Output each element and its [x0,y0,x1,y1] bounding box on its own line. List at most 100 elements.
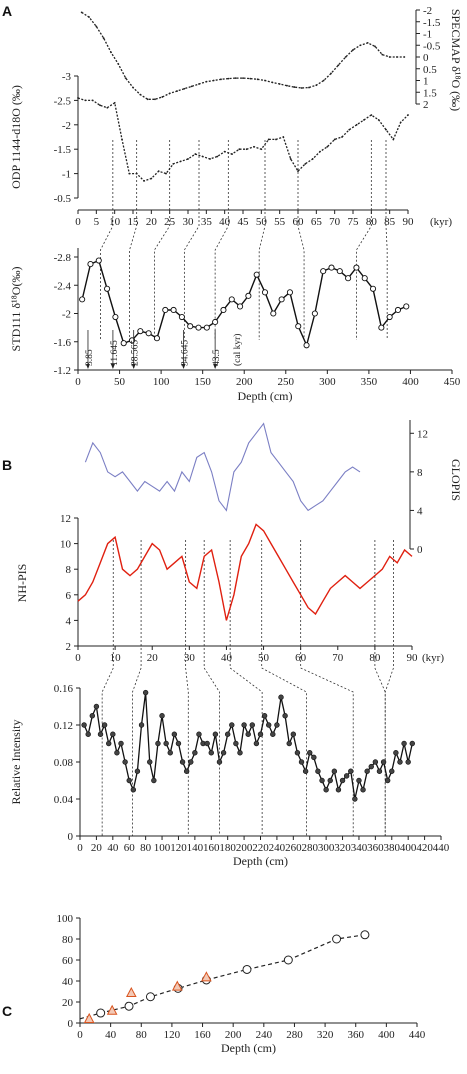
radiocarbon-age-point [201,971,212,982]
series-std111-point [328,264,335,271]
b-bot-x-tick-label: 300 [318,842,335,854]
series-specmap-point [88,16,90,18]
series-relative-intensity-point [286,740,292,747]
series-odp1144-point [172,162,175,165]
series-odp1144-point [245,148,248,151]
series-relative-intensity-point [216,759,223,765]
b-top-x-tick-label: 0 [75,652,81,664]
a-top-x-tick-label: 90 [403,216,415,228]
b-bot-x-tick-label: 120 [170,842,187,854]
a-top-x-tick-label: 70 [329,216,341,228]
a-top-x-tick-label: 80 [366,216,378,228]
tie-line-b [185,540,189,836]
tie-point [242,964,252,974]
series-relative-intensity-point [212,731,219,737]
series-odp1144-point [304,162,307,165]
b-top-right-axis-title: GLOPIS [449,459,463,501]
c-y-tick-label: 60 [62,955,74,967]
series-relative-intensity-point [175,740,182,747]
radiocarbon-age-point [171,980,183,991]
series-relative-intensity-point [233,740,239,747]
age-marker-label: (cal kyr) [232,334,243,366]
series-relative-intensity-point [101,722,108,728]
b-bot-x-tick-label: 200 [236,842,253,854]
b-bot-y-axis-title: Relative Intensity [9,720,23,805]
series-specmap-point [344,56,347,58]
tie-point [332,934,342,944]
a-bot-y-tick-label: -1.6 [54,337,72,349]
series-std111-point [220,306,227,314]
tie-line-b [261,540,307,836]
b-top-right-tick-label: 0 [417,544,423,556]
series-odp1144-point [363,119,365,121]
series-std111-point [203,324,210,331]
series-std111-point [153,335,161,342]
a-top-right-tick-label: -1 [423,29,432,41]
b-bot-x-tick-label: 220 [252,842,269,854]
series-relative-intensity-point [97,731,104,737]
panel-label-c: C [2,1003,12,1019]
series-specmap-point [139,93,142,96]
c-y-tick-label: 20 [62,997,74,1009]
tie-point [124,1001,134,1011]
series-specmap-point [102,37,105,40]
series-std111-point [320,268,327,275]
a-bot-x-tick-label: 200 [236,376,253,388]
age-marker-arrowhead [181,364,186,369]
series-relative-intensity-point [270,731,276,737]
series-relative-intensity-point [352,796,358,802]
series-specmap-point [396,56,398,58]
b-bot-x-tick-label: 180 [219,842,236,854]
b-top-x-tick-label: 20 [147,652,159,664]
b-bot-y-tick-label: 0.08 [54,757,74,769]
series-std111-point [253,271,260,278]
b-top-x-tick-label: 90 [407,652,419,664]
a-top-x-tick-label: 40 [219,216,231,228]
tie-point [360,930,370,940]
series-odp1144-point [99,104,101,107]
series-specmap-point [220,78,222,81]
b-bot-x-tick-label: 260 [285,842,302,854]
b-top-x-tick-label: 10 [110,652,122,664]
series-specmap-point [154,98,156,101]
b-top-x-unit: (kyr) [422,652,444,664]
series-relative-intensity-point [196,731,202,737]
series-specmap-point [293,86,296,88]
series-relative-intensity-point [278,694,284,700]
a-bot-x-tick-label: 450 [444,376,461,388]
series-relative-intensity-point [204,740,210,747]
series-relative-intensity-point [311,754,317,761]
age-marker-label: 3.85 [85,349,95,366]
a-top-x-tick-label: 50 [256,216,268,228]
series-std111-point [261,289,269,296]
series-relative-intensity-point [348,768,354,774]
series-relative-intensity-point [356,777,362,784]
series-relative-intensity-point [294,750,301,756]
age-marker-arrowhead [110,364,115,369]
series-odp1144-point [150,177,153,180]
series-std111-point [286,289,293,296]
series-relative-intensity-point [384,777,391,784]
c-x-tick-label: 440 [409,1029,426,1041]
series-std111-point [311,310,318,317]
series-std111-point [79,296,86,303]
series-odp1144-point [326,145,329,148]
a-bot-y-tick-label: -2.8 [54,252,72,264]
series-relative-intensity-point [126,777,132,784]
a-top-x-tick-label: 30 [183,216,195,228]
series-relative-intensity-point [274,722,280,728]
series-relative-intensity-point [89,713,96,719]
series-odp1144-point [370,114,373,116]
b-bot-x-tick-label: 60 [124,842,136,854]
b-bot-x-tick-label: 240 [269,842,286,854]
c-y-tick-label: 80 [62,934,74,946]
chart-a-top: 0 5 10 15 20 25 30 35 40 45 50 55 60 65 70 75 80 85 90 (kyr… [9,5,463,228]
tie-line-a [129,140,138,340]
series-relative-intensity-point [315,768,321,774]
series-std111-point [137,328,144,335]
a-top-right-axis-title: SPECMAP δ¹⁸O (‰) [449,9,463,111]
b-top-x-tick-label: 50 [258,652,270,664]
series-odp1144-point [319,150,321,153]
series-relative-intensity-point [409,740,415,747]
